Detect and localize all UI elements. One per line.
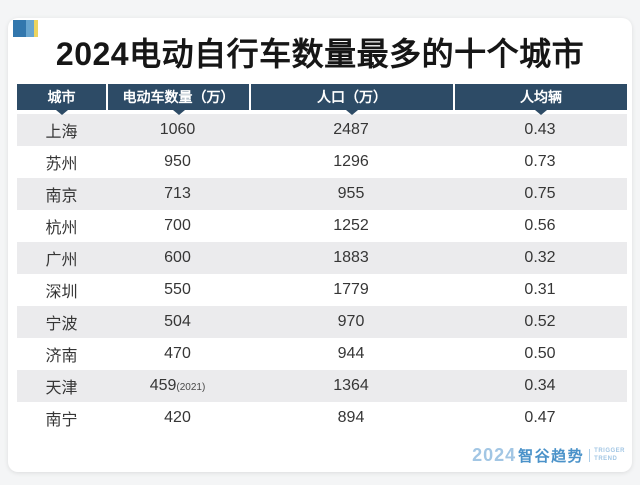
- cell-city: 广州: [45, 252, 78, 269]
- cell-bikes-value: 470: [164, 345, 191, 362]
- cell-population: 970: [337, 313, 365, 330]
- city-ebike-table: 城市 电动车数量（万） 人口（万） 人均辆 上海 1060 2487 0.43 …: [17, 84, 627, 434]
- cell-bikes: 459(2021): [106, 377, 249, 395]
- cell-bikes-value: 713: [164, 185, 191, 202]
- cell-bikes: 504: [106, 313, 249, 331]
- cell-bikes: 470: [106, 345, 249, 363]
- column-header-ebike-count: 电动车数量（万）: [106, 84, 249, 110]
- cell-population: 955: [337, 185, 365, 202]
- cell-bikes-value: 700: [164, 217, 191, 234]
- table-header-row: 城市 电动车数量（万） 人口（万） 人均辆: [17, 84, 627, 110]
- cell-bikes-value: 600: [164, 249, 191, 266]
- table-row: 南京 713 955 0.75: [17, 178, 627, 210]
- cell-bikes-value: 459: [149, 377, 177, 394]
- cell-population: 1364: [333, 377, 369, 394]
- logo-year-text: 2024: [472, 445, 517, 465]
- logo-brand-text: 智谷趋势: [518, 448, 585, 465]
- cell-bikes: 1060: [106, 121, 249, 139]
- cell-per-capita: 0.75: [524, 185, 556, 202]
- cell-bikes-note: (2021): [176, 382, 206, 393]
- cell-per-capita: 0.56: [524, 217, 556, 234]
- table-row: 苏州 950 1296 0.73: [17, 146, 627, 178]
- cell-per-capita: 0.43: [524, 121, 556, 138]
- cell-population: 1296: [333, 153, 369, 170]
- cell-bikes: 420: [106, 409, 249, 427]
- corner-flag-light-block: [26, 20, 34, 37]
- column-header-city: 城市: [17, 84, 106, 110]
- cell-population: 1779: [333, 281, 369, 298]
- column-header-per-capita: 人均辆: [453, 84, 627, 110]
- logo-tagline-line2: TREND: [594, 455, 618, 462]
- corner-flag-yellow-block: [34, 20, 38, 37]
- cell-bikes: 950: [106, 153, 249, 171]
- cell-city: 苏州: [45, 156, 78, 173]
- column-header-population: 人口（万）: [249, 84, 453, 110]
- cell-city: 杭州: [45, 220, 78, 237]
- table-row: 深圳 550 1779 0.31: [17, 274, 627, 306]
- cell-city: 上海: [45, 124, 78, 141]
- cell-city: 深圳: [45, 284, 78, 301]
- cell-city: 济南: [45, 348, 78, 365]
- corner-flag-dark-block: [13, 20, 26, 37]
- logo-divider: [589, 449, 591, 462]
- table-row: 天津 459(2021) 1364 0.34: [17, 370, 627, 402]
- cell-bikes-value: 420: [164, 409, 191, 426]
- cell-population: 2487: [333, 121, 369, 138]
- cell-bikes: 600: [106, 249, 249, 267]
- cell-population: 944: [337, 345, 365, 362]
- brand-logo: 2024 智谷趋势 TRIGGER TREND: [472, 445, 625, 466]
- cell-bikes-value: 504: [164, 313, 191, 330]
- table-row: 南宁 420 894 0.47: [17, 402, 627, 434]
- cell-bikes: 550: [106, 281, 249, 299]
- logo-tagline: TRIGGER TREND: [594, 448, 625, 463]
- cell-population: 894: [337, 409, 365, 426]
- cell-population: 1883: [333, 249, 369, 266]
- table-row: 济南 470 944 0.50: [17, 338, 627, 370]
- cell-per-capita: 0.47: [524, 409, 556, 426]
- cell-bikes: 700: [106, 217, 249, 235]
- cell-per-capita: 0.32: [524, 249, 556, 266]
- cell-per-capita: 0.73: [524, 153, 556, 170]
- table-body: 上海 1060 2487 0.43 苏州 950 1296 0.73 南京 71…: [17, 114, 627, 434]
- cell-bikes-value: 950: [164, 153, 191, 170]
- table-row: 上海 1060 2487 0.43: [17, 114, 627, 146]
- cell-city: 南宁: [45, 412, 78, 429]
- cell-per-capita: 0.34: [524, 377, 556, 394]
- page-title: 2024电动自行车数量最多的十个城市: [55, 36, 585, 72]
- cell-per-capita: 0.52: [524, 313, 556, 330]
- table-row: 杭州 700 1252 0.56: [17, 210, 627, 242]
- table-row: 广州 600 1883 0.32: [17, 242, 627, 274]
- logo-tagline-line1: TRIGGER: [594, 448, 625, 454]
- cell-city: 宁波: [45, 316, 78, 333]
- cell-per-capita: 0.31: [524, 281, 556, 298]
- cell-city: 天津: [45, 380, 78, 397]
- cell-bikes-value: 1060: [159, 121, 196, 138]
- table-row: 宁波 504 970 0.52: [17, 306, 627, 338]
- cell-per-capita: 0.50: [524, 345, 556, 362]
- cell-population: 1252: [333, 217, 369, 234]
- corner-flag-icon: [13, 20, 38, 37]
- cell-bikes: 713: [106, 185, 249, 203]
- cell-city: 南京: [45, 188, 78, 205]
- cell-bikes-value: 550: [164, 281, 191, 298]
